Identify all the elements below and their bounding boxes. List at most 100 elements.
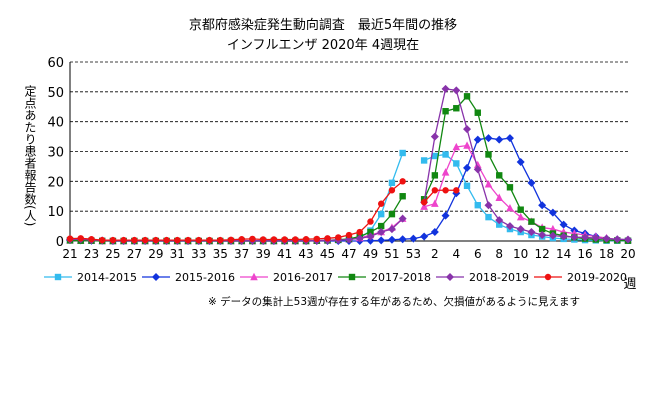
data-point bbox=[474, 202, 481, 209]
data-point bbox=[195, 236, 202, 244]
y-tick-label: 20 bbox=[47, 175, 64, 190]
x-tick-label: 31 bbox=[170, 247, 185, 261]
data-point bbox=[366, 232, 375, 241]
x-tick-label: 21 bbox=[62, 247, 77, 261]
legend-marker bbox=[446, 273, 454, 281]
data-point bbox=[399, 178, 406, 185]
data-point bbox=[570, 233, 579, 242]
data-point bbox=[388, 187, 396, 194]
data-point bbox=[484, 180, 493, 188]
x-tick-label: 51 bbox=[384, 247, 399, 261]
data-point bbox=[206, 236, 213, 244]
data-point bbox=[496, 221, 503, 228]
x-tick-label: 4 bbox=[452, 247, 460, 261]
data-point bbox=[335, 234, 342, 241]
x-tick-label: 53 bbox=[406, 247, 421, 261]
data-point bbox=[131, 236, 138, 244]
data-point bbox=[367, 218, 374, 225]
data-point bbox=[484, 201, 493, 210]
data-point bbox=[399, 149, 406, 157]
data-point bbox=[624, 235, 632, 244]
data-point bbox=[66, 235, 74, 242]
series-line bbox=[69, 218, 404, 242]
data-point bbox=[506, 184, 514, 191]
data-point bbox=[517, 206, 524, 213]
data-point bbox=[496, 172, 503, 179]
data-point bbox=[292, 236, 299, 243]
data-point bbox=[270, 236, 278, 243]
data-point bbox=[399, 193, 406, 200]
data-point bbox=[367, 228, 374, 236]
data-point bbox=[516, 225, 525, 234]
data-point bbox=[495, 135, 504, 144]
x-tick-label: 29 bbox=[148, 247, 163, 261]
data-point bbox=[227, 236, 235, 244]
data-point bbox=[324, 235, 331, 242]
y-tick-label: 30 bbox=[47, 146, 64, 161]
x-tick-label: 18 bbox=[599, 247, 614, 261]
data-point bbox=[430, 132, 439, 141]
data-point bbox=[463, 163, 472, 172]
data-point bbox=[548, 208, 557, 217]
data-point bbox=[559, 232, 568, 241]
data-point bbox=[174, 236, 181, 244]
data-point bbox=[98, 236, 106, 244]
data-point bbox=[506, 203, 514, 212]
data-point bbox=[377, 228, 386, 237]
data-point bbox=[528, 218, 535, 225]
data-point bbox=[538, 231, 547, 240]
data-point bbox=[441, 168, 450, 176]
data-point bbox=[538, 201, 547, 210]
data-point bbox=[463, 93, 471, 100]
y-axis-label: 定点あたり患者報告数(人) bbox=[23, 84, 37, 227]
data-point bbox=[430, 228, 439, 237]
x-tick-label: 12 bbox=[535, 247, 550, 261]
data-point bbox=[485, 151, 492, 158]
legend-label: 2015-2016 bbox=[175, 271, 235, 284]
x-tick-label: 35 bbox=[213, 247, 228, 261]
legend-label: 2014-2015 bbox=[77, 271, 137, 284]
x-tick-label: 14 bbox=[556, 247, 571, 261]
chart-annotation: ※ データの集計上53週が存在する年があるため、欠損値があるように見えます bbox=[208, 295, 580, 308]
series-line bbox=[423, 189, 457, 203]
data-point bbox=[505, 134, 514, 143]
data-point bbox=[495, 216, 504, 225]
data-point bbox=[473, 135, 482, 144]
data-point bbox=[387, 235, 396, 244]
data-point bbox=[88, 236, 95, 243]
x-tick-label: 25 bbox=[105, 247, 120, 261]
series-2019-2020 bbox=[69, 180, 457, 241]
data-point bbox=[281, 236, 288, 243]
y-tick-label: 60 bbox=[47, 56, 64, 71]
data-point bbox=[453, 105, 460, 112]
data-point bbox=[163, 236, 170, 244]
y-tick-label: 10 bbox=[47, 205, 64, 220]
data-point bbox=[495, 193, 504, 201]
data-point bbox=[473, 165, 482, 174]
data-point bbox=[602, 234, 611, 243]
data-point bbox=[452, 142, 461, 151]
data-point bbox=[420, 199, 428, 206]
data-point bbox=[77, 235, 84, 242]
legend-marker bbox=[250, 272, 258, 281]
data-point bbox=[538, 225, 546, 233]
data-point bbox=[409, 234, 418, 243]
x-tick-label: 27 bbox=[127, 247, 142, 261]
data-point bbox=[420, 157, 428, 164]
data-point bbox=[453, 160, 460, 167]
x-tick-label: 8 bbox=[495, 247, 503, 261]
legend-marker bbox=[152, 273, 160, 281]
x-tick-label: 16 bbox=[577, 247, 592, 261]
chart-title: 京都府感染症発生動向調査 最近5年間の推移 bbox=[188, 18, 458, 33]
x-tick-label: 20 bbox=[620, 247, 635, 261]
data-point bbox=[377, 222, 385, 230]
data-point bbox=[474, 109, 481, 116]
data-point bbox=[356, 228, 363, 236]
data-point bbox=[377, 210, 385, 218]
x-tick-label: 41 bbox=[277, 247, 292, 261]
data-point bbox=[184, 236, 192, 244]
data-point bbox=[516, 212, 525, 221]
data-point bbox=[431, 172, 439, 179]
data-point bbox=[516, 157, 525, 166]
